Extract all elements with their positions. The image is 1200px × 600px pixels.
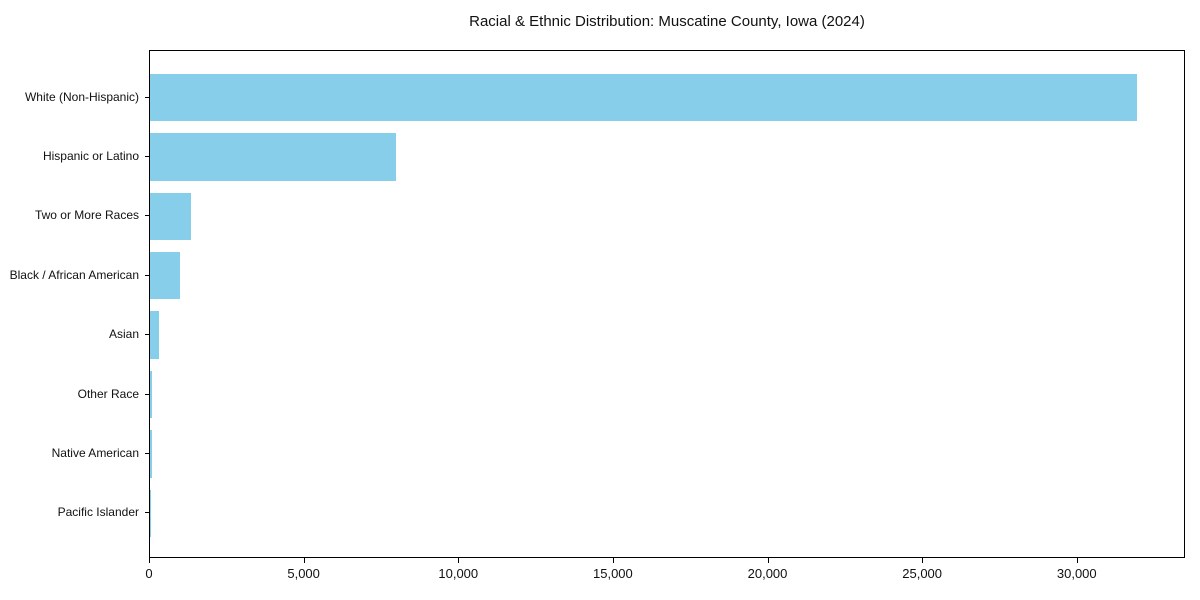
bar bbox=[150, 133, 397, 181]
x-tick-label: 10,000 bbox=[438, 566, 479, 581]
x-tick-mark bbox=[1076, 558, 1078, 563]
y-tick-label: White (Non-Hispanic) bbox=[24, 89, 139, 104]
y-tick-mark bbox=[145, 512, 149, 514]
y-tick-mark bbox=[145, 334, 149, 336]
y-tick-mark bbox=[145, 215, 149, 217]
bar bbox=[150, 251, 180, 300]
y-tick-mark bbox=[145, 393, 149, 395]
x-tick-label: 0 bbox=[145, 566, 153, 581]
y-tick-mark bbox=[145, 274, 149, 276]
y-tick-label: Asian bbox=[108, 327, 139, 342]
x-tick-mark bbox=[149, 558, 150, 563]
chart-title: Racial & Ethnic Distribution: Muscatine … bbox=[469, 13, 865, 30]
y-tick-label: Native American bbox=[51, 445, 139, 460]
y-tick-label: Two or More Races bbox=[34, 208, 139, 223]
x-tick-label: 15,000 bbox=[592, 566, 633, 581]
x-tick-label: 30,000 bbox=[1056, 566, 1097, 581]
bar bbox=[150, 311, 159, 359]
bar bbox=[150, 73, 1137, 122]
y-tick-label: Hispanic or Latino bbox=[42, 148, 139, 163]
y-tick-label: Other Race bbox=[77, 386, 139, 401]
plot-area bbox=[149, 50, 1185, 558]
bar bbox=[150, 430, 152, 478]
x-tick-label: 25,000 bbox=[902, 566, 943, 581]
x-tick-mark bbox=[303, 558, 305, 563]
y-tick-mark bbox=[145, 452, 149, 454]
bar bbox=[150, 370, 152, 419]
y-tick-mark bbox=[145, 96, 149, 98]
y-tick-label: Pacific Islander bbox=[57, 505, 139, 520]
y-tick-mark bbox=[145, 155, 149, 157]
x-tick-mark bbox=[767, 558, 769, 563]
bar bbox=[150, 192, 191, 241]
y-tick-label: Black / African American bbox=[9, 267, 139, 282]
x-tick-mark bbox=[458, 558, 460, 563]
x-tick-mark bbox=[922, 558, 924, 563]
x-tick-mark bbox=[612, 558, 614, 563]
x-tick-label: 5,000 bbox=[287, 566, 320, 581]
x-tick-label: 20,000 bbox=[747, 566, 788, 581]
